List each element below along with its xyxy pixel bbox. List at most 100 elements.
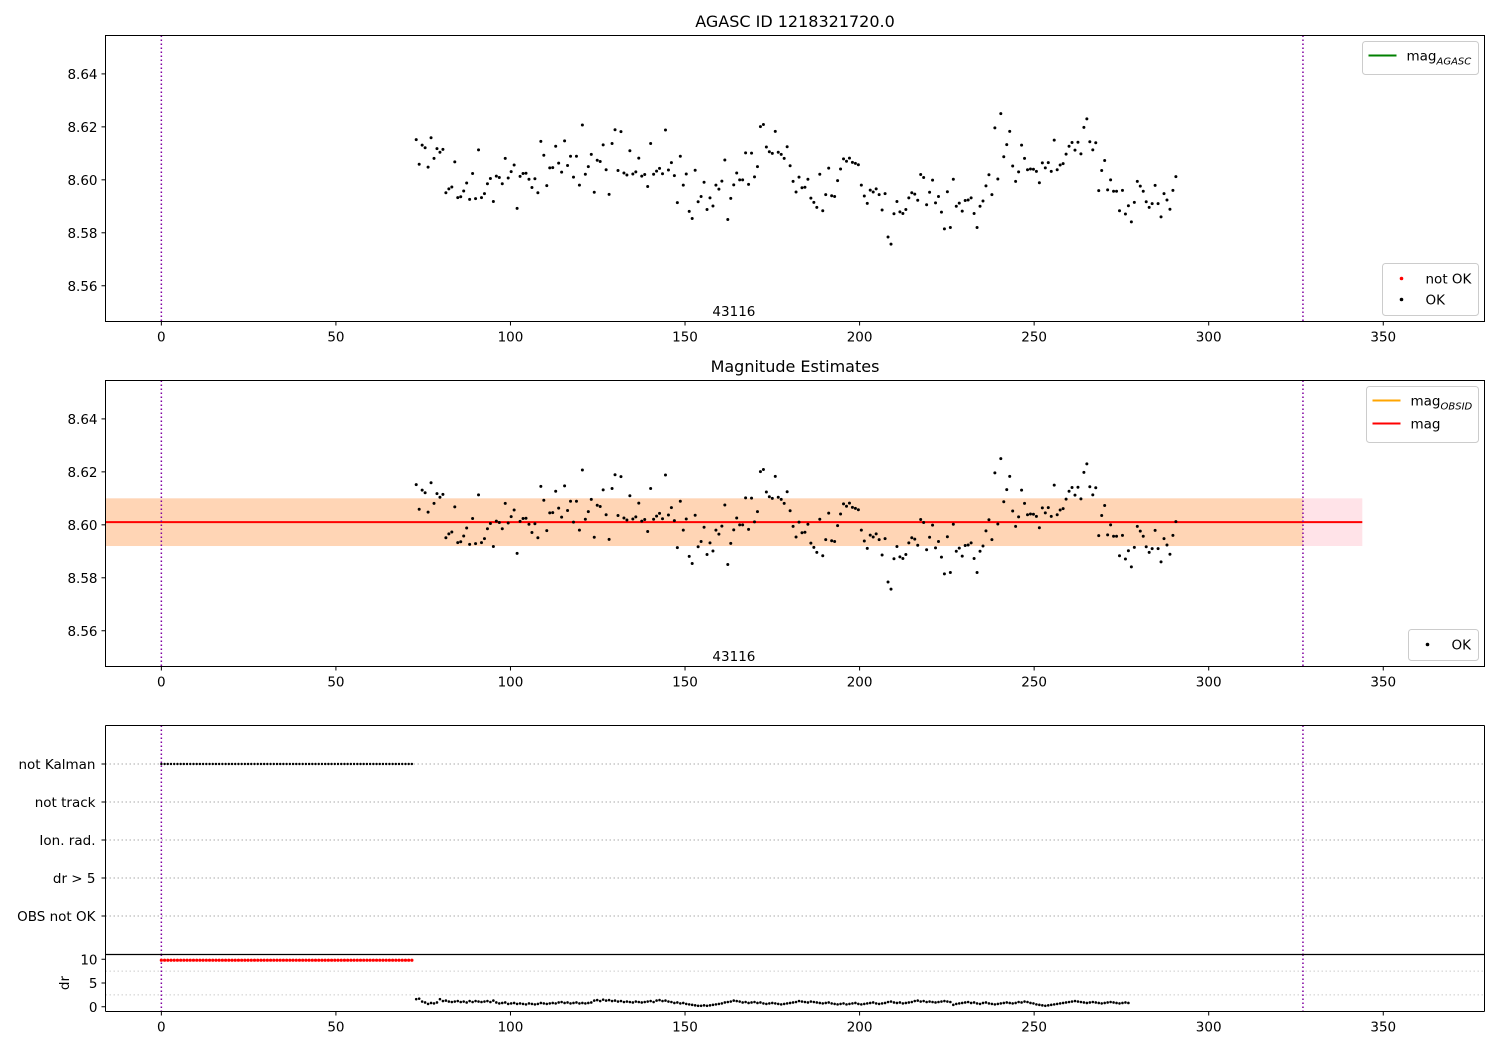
middle-ok-point — [468, 542, 472, 546]
top-ok-point — [948, 225, 952, 229]
top-ok-point — [607, 192, 611, 196]
top-ok-point — [794, 190, 798, 194]
top-ok-point — [901, 211, 905, 215]
not-kalman-point — [221, 762, 224, 766]
middle-ok-point — [984, 529, 988, 533]
dr-clipped-point — [268, 958, 273, 962]
dr-clipped-point — [362, 958, 366, 962]
middle-ok-point — [432, 501, 436, 505]
middle-ok-point — [509, 515, 513, 519]
not-kalman-point — [372, 762, 375, 766]
top-ok-point — [818, 172, 822, 176]
middle-ok-point — [723, 503, 727, 507]
middle-ok-point — [1023, 501, 1027, 505]
top-ok-point — [1106, 188, 1110, 192]
dr-clipped-point — [288, 958, 292, 962]
middle-ok-point — [859, 528, 863, 532]
dr-point — [1100, 1002, 1103, 1005]
top-ok-point — [936, 195, 940, 199]
top-ok-point — [566, 164, 570, 168]
dr-clipped-point — [214, 958, 218, 962]
middle-ok-point — [551, 511, 555, 515]
top-ok-point — [577, 183, 581, 187]
middle-ok-point — [479, 541, 483, 545]
dr-point — [895, 1001, 899, 1005]
not-kalman-point — [388, 762, 391, 766]
middle-ok-point — [975, 570, 979, 574]
dr-clipped-point — [243, 958, 247, 962]
middle-ok-point — [794, 535, 798, 539]
middle-ytick-label: 8.62 — [67, 465, 97, 481]
not-kalman-point — [295, 762, 298, 766]
top-ok-point — [1049, 169, 1053, 173]
top-ok-point — [972, 211, 976, 215]
dr-point — [1088, 1001, 1092, 1004]
top-xtick-label: 100 — [498, 330, 524, 346]
top-ok-point — [625, 173, 629, 177]
middle-ok-point — [482, 537, 486, 541]
dr-point — [711, 1003, 715, 1007]
middle-ok-point — [506, 521, 510, 525]
dr-point — [999, 1002, 1003, 1005]
dr-point — [782, 1002, 786, 1006]
top-ok-point — [592, 190, 596, 194]
not-kalman-point — [304, 762, 308, 766]
dr-point — [486, 999, 489, 1003]
top-ok-point — [569, 154, 573, 158]
top-ok-point — [821, 209, 825, 213]
top-ok-point — [853, 161, 857, 165]
middle-ok-point — [862, 539, 866, 543]
not-kalman-point — [311, 762, 314, 766]
dr-point — [503, 1001, 507, 1004]
middle-ok-point — [465, 526, 469, 530]
top-xtick-label: 200 — [847, 330, 873, 346]
middle-ok-point — [1061, 507, 1065, 511]
middle-xtick-label: 100 — [498, 675, 524, 691]
not-kalman-point — [349, 762, 353, 766]
middle-ok-point — [1109, 523, 1113, 527]
middle-ok-point — [658, 511, 662, 515]
top-ok-point — [830, 194, 834, 198]
middle-ok-point — [619, 475, 623, 479]
top-ok-point — [503, 156, 507, 160]
middle-ok-point — [913, 537, 917, 541]
dr-point — [679, 1002, 682, 1005]
top-ok-point — [509, 170, 513, 174]
dr-point — [726, 1000, 730, 1004]
not-kalman-point — [195, 762, 198, 766]
top-ok-point — [931, 178, 935, 182]
dr-clipped-point — [323, 958, 327, 962]
top-ok-point — [922, 175, 926, 179]
dr-point — [854, 1001, 857, 1005]
top-ok-point — [690, 216, 694, 220]
middle-ok-point — [755, 510, 759, 514]
middle-ok-point — [990, 538, 994, 542]
top-ok-point — [1040, 161, 1044, 165]
middle-ok-point — [533, 522, 537, 526]
not-kalman-point — [256, 762, 259, 766]
top-ok-point — [646, 184, 650, 188]
middle-ok-point — [934, 546, 938, 550]
top-ok-point — [842, 157, 846, 161]
dr-point — [800, 1000, 804, 1003]
middle-ok-point — [856, 508, 860, 512]
middle-ok-point — [750, 496, 754, 500]
middle-ok-point — [948, 570, 952, 574]
top-ok-point — [661, 172, 665, 176]
dr-point — [1097, 1001, 1101, 1005]
dr-point — [500, 1001, 504, 1005]
dr-point — [432, 1002, 436, 1005]
top-ok-point — [506, 176, 510, 180]
middle-ok-point — [462, 534, 466, 538]
top-ok-point — [1135, 179, 1139, 183]
middle-ok-point — [494, 519, 498, 523]
not-kalman-point — [404, 762, 407, 766]
top-ytick-label: 8.64 — [67, 67, 97, 83]
dr-clipped-point — [329, 958, 334, 962]
middle-ok-point — [744, 496, 748, 500]
top-ok-point — [1097, 189, 1101, 193]
middle-ok-point — [1049, 514, 1053, 518]
middle-ok-point — [444, 536, 448, 540]
middle-ok-point — [747, 527, 751, 531]
